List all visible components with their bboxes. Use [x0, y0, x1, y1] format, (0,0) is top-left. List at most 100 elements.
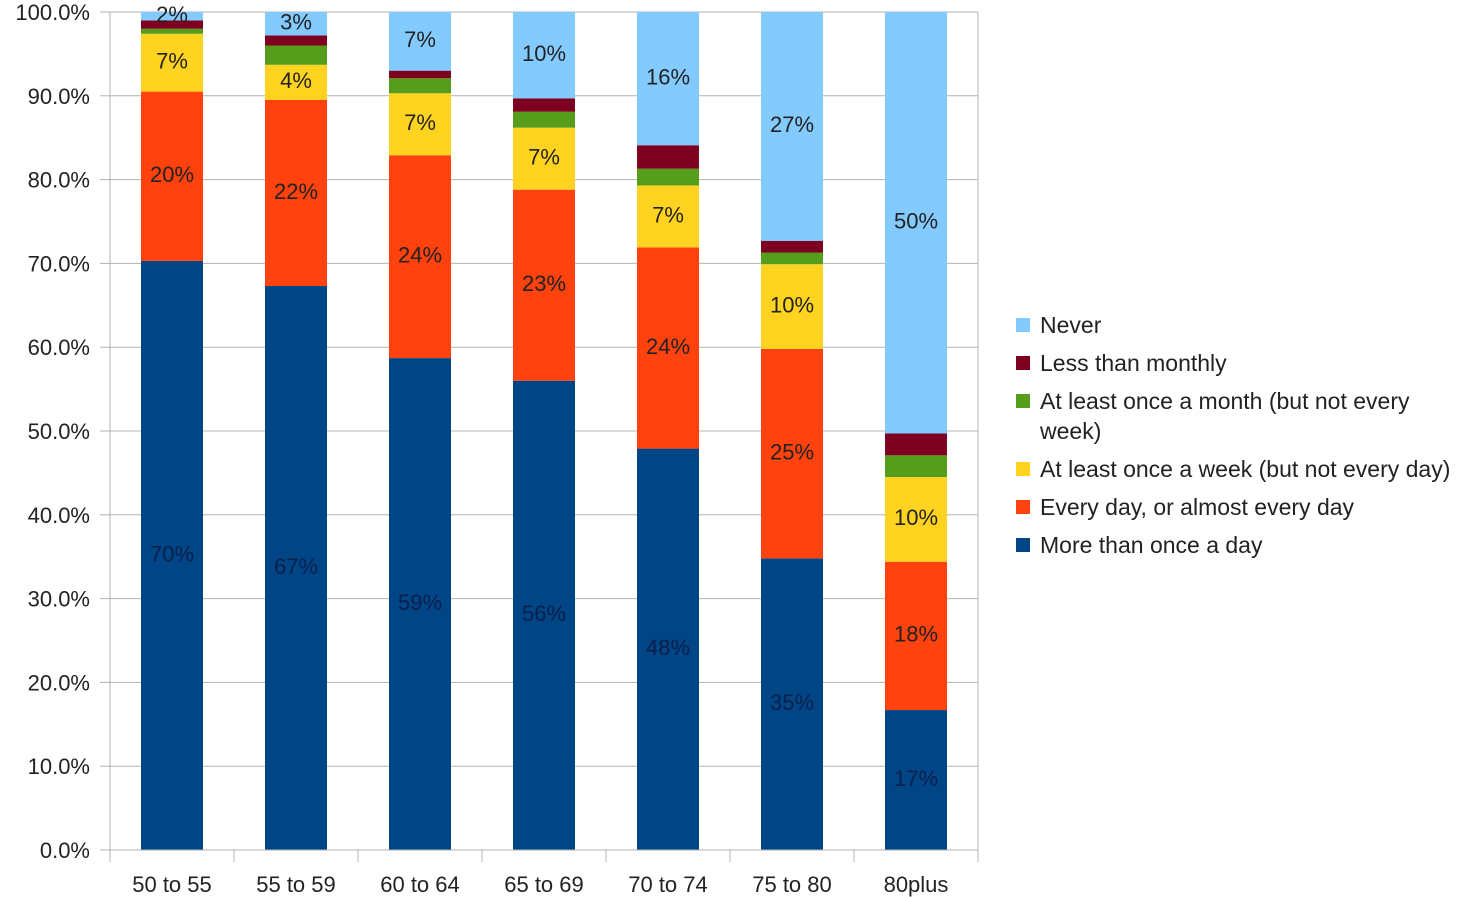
data-label: 2% — [156, 2, 188, 27]
bar-segment — [389, 93, 451, 156]
bar-segment — [513, 98, 575, 112]
legend-item: Every day, or almost every day — [1016, 492, 1462, 522]
legend-label: At least once a month (but not every wee… — [1040, 388, 1410, 444]
legend-swatch — [1016, 462, 1030, 476]
bar-segment — [885, 710, 947, 850]
bar-segment — [389, 70, 451, 79]
x-tick-label: 60 to 64 — [380, 872, 460, 897]
bars — [141, 12, 947, 850]
bar-segment — [265, 45, 327, 65]
legend-label: Never — [1040, 312, 1102, 338]
data-label: 59% — [398, 590, 442, 615]
bar-segment — [761, 240, 823, 253]
bar-segment — [637, 185, 699, 248]
bar-segment — [513, 127, 575, 190]
data-label: 7% — [404, 27, 436, 52]
legend-label: Less than monthly — [1040, 350, 1227, 376]
bar-segment — [265, 35, 327, 46]
bar-segment — [637, 12, 699, 146]
data-label: 70% — [150, 541, 194, 566]
y-tick-label: 90.0% — [28, 84, 90, 109]
data-label: 16% — [646, 64, 690, 89]
bar-segment — [637, 168, 699, 186]
data-label: 50% — [894, 209, 938, 234]
data-label: 7% — [652, 202, 684, 227]
data-label: 7% — [528, 144, 560, 169]
data-label: 24% — [398, 243, 442, 268]
bar-segment — [389, 155, 451, 359]
bar-segment — [637, 448, 699, 850]
y-axis-tick-labels: 0.0% 10.0% 20.0% 30.0% 40.0% 50.0% 60.0% 70.0% 8… — [15, 0, 90, 863]
bar-segment — [637, 145, 699, 169]
bar-segment — [885, 477, 947, 562]
bar-segment — [141, 260, 203, 850]
y-tick-label: 50.0% — [28, 419, 90, 444]
bar-segment — [637, 247, 699, 449]
bar-segment — [265, 12, 327, 36]
bar-segment — [761, 252, 823, 265]
bar-segment — [761, 264, 823, 349]
bar-segment — [389, 12, 451, 71]
bar-segment — [885, 433, 947, 456]
bar-segment — [761, 12, 823, 241]
y-tick-label: 40.0% — [28, 503, 90, 528]
data-label: 10% — [770, 292, 814, 317]
bar-segment — [513, 380, 575, 850]
data-label: 7% — [404, 110, 436, 135]
bar-segment — [761, 558, 823, 850]
bar-segment — [513, 111, 575, 128]
bar-segment — [265, 99, 327, 287]
bar-segment — [389, 358, 451, 850]
legend-swatch — [1016, 500, 1030, 514]
legend-item: More than once a day — [1016, 530, 1462, 560]
data-labels: 70% 20% 7% 2% 67% 22% 4% 3% 59% 24% 7% 7% 56% 23% 7% 10… — [150, 2, 938, 791]
bar-segment — [265, 64, 327, 100]
legend-label: More than once a day — [1040, 532, 1263, 558]
bar-segment — [141, 91, 203, 261]
legend-item: At least once a month (but not every wee… — [1016, 386, 1462, 446]
legend-label: At least once a week (but not every day) — [1040, 456, 1451, 482]
legend: Never Less than monthly At least once a mo… — [1016, 310, 1462, 568]
y-tick-label: 80.0% — [28, 168, 90, 193]
data-label: 67% — [274, 554, 318, 579]
bar-segment — [141, 33, 203, 92]
data-label: 48% — [646, 635, 690, 660]
x-tick-label: 70 to 74 — [628, 872, 708, 897]
bar-segment — [885, 561, 947, 711]
legend-swatch — [1016, 356, 1030, 370]
legend-item: Never — [1016, 310, 1462, 340]
y-tick-label: 0.0% — [40, 838, 90, 863]
data-label: 35% — [770, 690, 814, 715]
data-label: 3% — [280, 10, 312, 35]
x-tick-label: 75 to 80 — [752, 872, 832, 897]
legend-item: Less than monthly — [1016, 348, 1462, 378]
data-label: 22% — [274, 179, 318, 204]
data-label: 17% — [894, 766, 938, 791]
bar-segment — [265, 286, 327, 850]
bar-segment — [141, 12, 203, 21]
data-label: 4% — [280, 68, 312, 93]
data-label: 23% — [522, 271, 566, 296]
axes — [109, 12, 979, 862]
legend-swatch — [1016, 318, 1030, 332]
data-label: 10% — [522, 41, 566, 66]
y-tick-label: 100.0% — [15, 0, 90, 25]
data-label: 24% — [646, 334, 690, 359]
y-tick-label: 70.0% — [28, 251, 90, 276]
y-tick-label: 60.0% — [28, 335, 90, 360]
x-tick-label: 50 to 55 — [132, 872, 212, 897]
x-tick-label: 65 to 69 — [504, 872, 584, 897]
legend-swatch — [1016, 394, 1030, 408]
y-tick-label: 10.0% — [28, 754, 90, 779]
bar-segment — [885, 455, 947, 478]
data-label: 7% — [156, 49, 188, 74]
data-label: 27% — [770, 112, 814, 137]
legend-swatch — [1016, 538, 1030, 552]
bar-segment — [513, 189, 575, 381]
x-axis-tick-labels: 50 to 55 55 to 59 60 to 64 65 to 69 70 to 74… — [132, 872, 948, 897]
data-label: 10% — [894, 505, 938, 530]
data-label: 18% — [894, 622, 938, 647]
bar-segment — [513, 12, 575, 99]
x-tick-label: 55 to 59 — [256, 872, 336, 897]
